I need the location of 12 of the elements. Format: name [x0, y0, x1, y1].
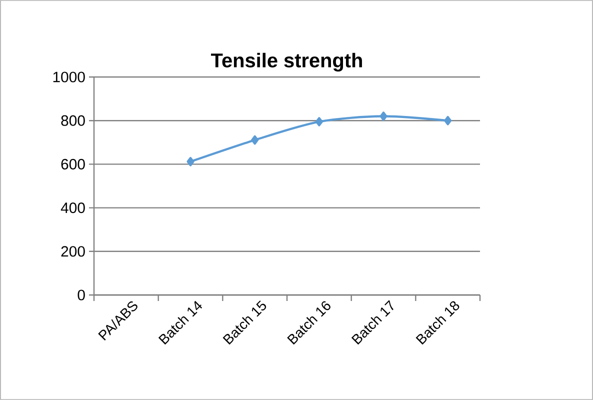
y-tick-label: 0	[78, 290, 85, 300]
y-tick-label: 800	[61, 115, 85, 126]
point	[251, 135, 259, 145]
y-tick-label: 600	[61, 158, 85, 170]
point	[315, 117, 323, 126]
point	[444, 116, 452, 126]
point	[186, 156, 194, 166]
chart-title: Tensile strength	[211, 52, 362, 72]
point	[380, 112, 388, 121]
y-tick-label: 400	[60, 202, 85, 214]
y-tick-label: 1000	[53, 72, 85, 82]
y-tick-label: 200	[61, 246, 85, 257]
